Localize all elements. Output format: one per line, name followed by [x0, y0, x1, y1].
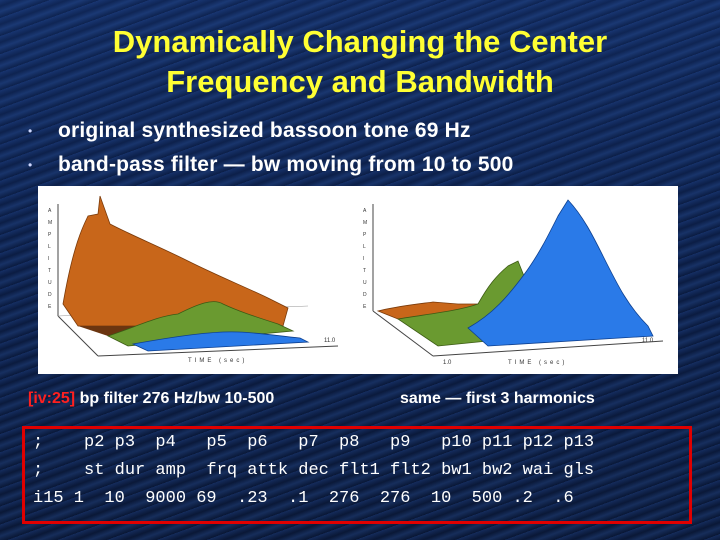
left-end-label: 11.0	[324, 338, 336, 344]
code-line-values: i15 1 10 9000 69 .23 .1 276 276 10 500 .…	[33, 489, 574, 508]
bullet-item: • original synthesized bassoon tone 69 H…	[28, 114, 514, 148]
left-x-axis-depth	[57, 315, 99, 357]
bullet-dot-icon: •	[28, 124, 33, 138]
bullet-item: • band-pass filter — bw moving from 10 t…	[28, 148, 514, 182]
right-caption: same — first 3 harmonics	[400, 390, 595, 407]
left-blue-surface	[131, 331, 310, 352]
left-y-letter-m: M	[48, 220, 52, 226]
spectrum-plots-svg: A M P L I T U D E TIME (sec) 11.0	[48, 195, 664, 366]
right-x-axis-label: TIME (sec)	[508, 360, 567, 366]
title-line-1: Dynamically Changing the Center	[112, 24, 608, 59]
code-line-names: ; st dur amp frq attk dec flt1 flt2 bw1 …	[33, 461, 595, 480]
bullet-dot-icon: •	[28, 158, 33, 172]
right-y-letter-a: A	[363, 208, 367, 214]
left-y-letter-t: T	[48, 268, 51, 274]
right-end-label: 11.0	[642, 338, 654, 344]
right-start-label: 1.0	[443, 360, 452, 366]
right-y-letter-m: M	[363, 220, 367, 226]
caption-text: bp filter 276 Hz/bw 10-500	[75, 390, 275, 407]
right-x-axis-depth	[372, 310, 434, 357]
right-y-letter-d: D	[363, 292, 367, 298]
left-y-letter-p: P	[48, 232, 52, 238]
right-y-letter-p: P	[363, 232, 367, 238]
left-y-letter-i: I	[48, 256, 49, 262]
slide-title: Dynamically Changing the Center Frequenc…	[0, 22, 720, 102]
spectrum-plots-panel: A M P L I T U D E TIME (sec) 11.0	[38, 186, 678, 374]
left-waterfall-plot: A M P L I T U D E TIME (sec) 11.0	[48, 195, 339, 364]
left-y-letter-l: L	[48, 244, 51, 250]
right-waterfall-plot: A M P L I T U D E TIME (sec) 1.0 11.0	[363, 199, 664, 366]
right-y-letter-t: T	[363, 268, 366, 274]
right-y-letter-u: U	[363, 280, 367, 286]
bullet-list: • original synthesized bassoon tone 69 H…	[28, 114, 514, 182]
right-y-letter-e: E	[363, 304, 367, 310]
code-line-params: ; p2 p3 p4 p5 p6 p7 p8 p9 p10 p11 p12 p1…	[33, 433, 595, 452]
left-orange-surface	[62, 195, 289, 327]
left-x-axis-label: TIME (sec)	[188, 358, 247, 364]
right-x-axis-base	[432, 340, 664, 357]
right-y-letter-l: L	[363, 244, 366, 250]
right-y-letter-i: I	[363, 256, 364, 262]
left-y-letter-u: U	[48, 280, 52, 286]
bullet-text: original synthesized bassoon tone 69 Hz	[58, 119, 471, 142]
score-code-box: ; p2 p3 p4 p5 p6 p7 p8 p9 p10 p11 p12 p1…	[22, 426, 692, 524]
left-y-letter-d: D	[48, 292, 52, 298]
title-line-2: Frequency and Bandwidth	[166, 64, 554, 99]
right-blue-surface	[467, 199, 654, 347]
bullet-text: band-pass filter — bw moving from 10 to …	[58, 153, 514, 176]
left-y-letter-a: A	[48, 208, 52, 214]
caption-tag: [iv:25]	[28, 390, 76, 407]
left-y-letter-e: E	[48, 304, 52, 310]
left-x-axis-base	[97, 345, 339, 357]
left-caption: [iv:25] bp filter 276 Hz/bw 10-500	[28, 390, 274, 408]
